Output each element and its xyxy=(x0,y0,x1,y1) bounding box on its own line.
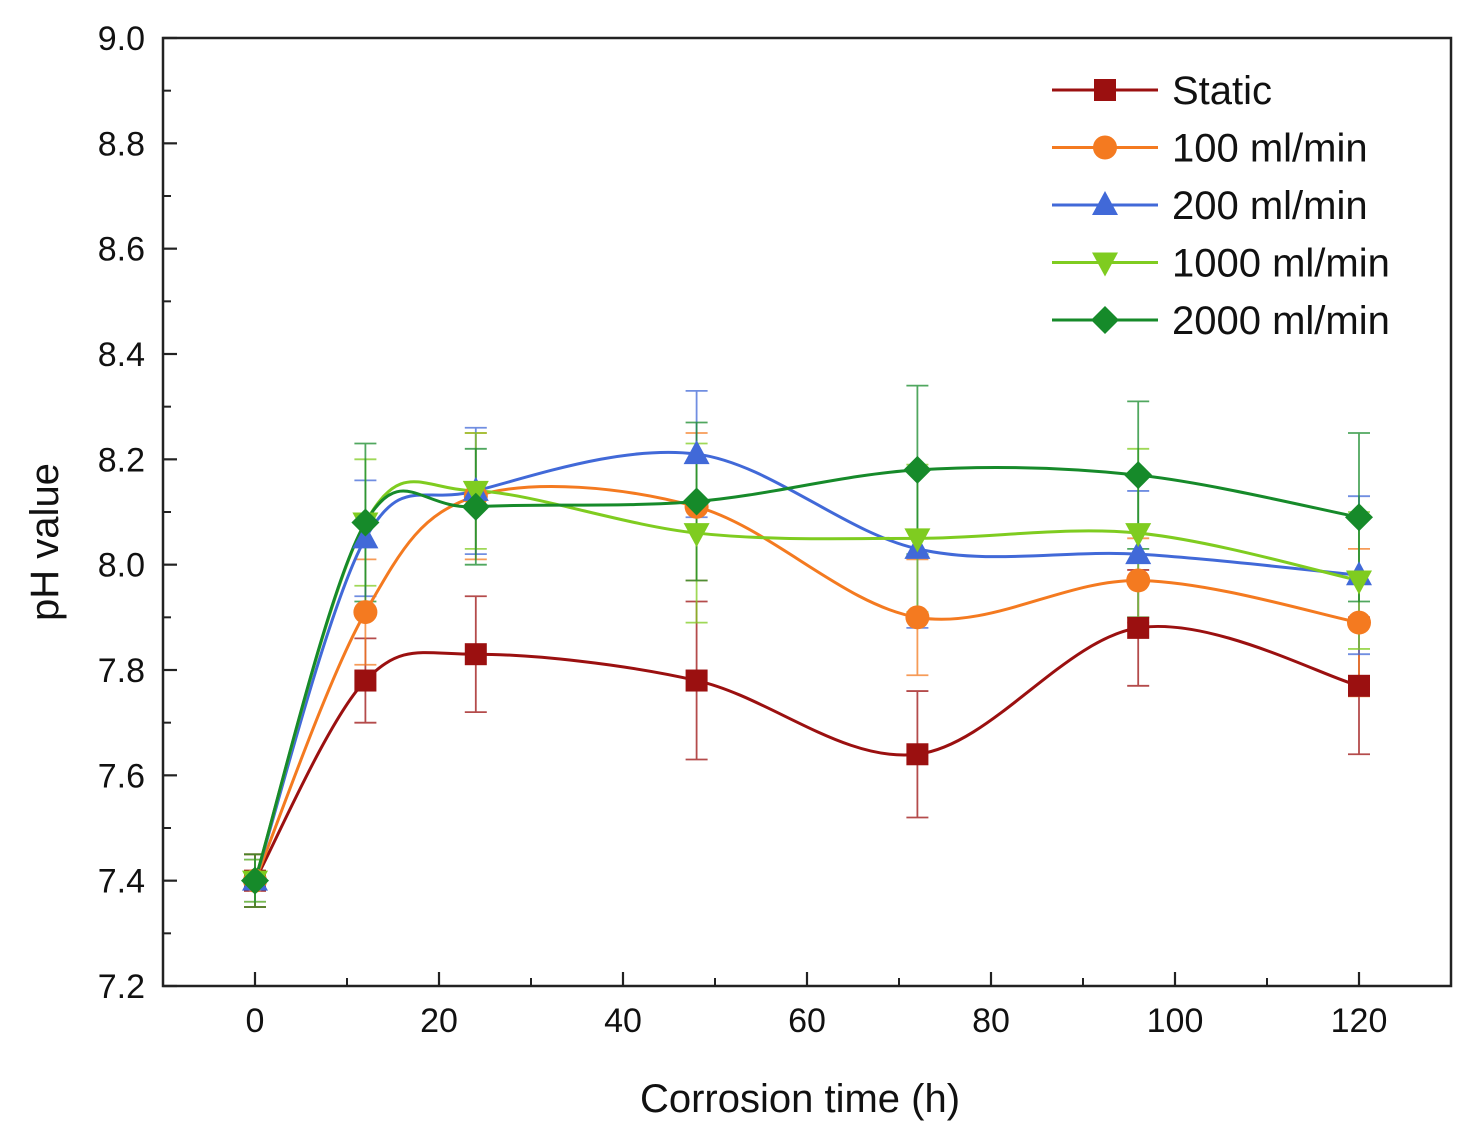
series-markers xyxy=(241,440,1373,895)
y-tick-label: 8.8 xyxy=(98,125,145,163)
y-tick-label: 7.6 xyxy=(98,757,145,795)
data-point-1000-ml-min xyxy=(1346,570,1372,595)
series-line-1000-ml-min xyxy=(253,480,1360,882)
data-point-200-ml-min xyxy=(683,440,710,465)
legend-item-1000-ml-min: 1000 ml/min xyxy=(1052,242,1390,286)
y-tick-label: 9.0 xyxy=(98,20,145,58)
data-point-100-ml-min xyxy=(905,605,930,630)
data-point-2000-ml-min xyxy=(903,455,932,484)
x-tick-label: 20 xyxy=(420,1002,458,1040)
x-tick-label: 120 xyxy=(1331,1002,1388,1040)
data-point-2000-ml-min xyxy=(241,866,269,895)
legend-item-200-ml-min: 200 ml/min xyxy=(1052,184,1368,228)
legend-label: Static xyxy=(1172,69,1272,113)
data-point-static xyxy=(906,743,929,766)
data-point-2000-ml-min xyxy=(1124,461,1153,490)
data-point-1000-ml-min xyxy=(683,523,710,548)
error-bars xyxy=(244,384,1370,908)
data-point-2000-ml-min xyxy=(351,508,380,537)
y-tick-label: 8.6 xyxy=(98,231,145,269)
legend-marker xyxy=(1092,252,1118,277)
data-point-static xyxy=(354,669,377,692)
y-tick-label: 7.2 xyxy=(98,968,145,1006)
data-point-100-ml-min xyxy=(353,600,378,625)
data-point-100-ml-min xyxy=(1126,568,1151,593)
data-point-200-ml-min xyxy=(1125,540,1152,565)
legend-item-100-ml-min: 100 ml/min xyxy=(1052,127,1368,171)
legend-label: 100 ml/min xyxy=(1172,127,1368,171)
series-line-100-ml-min xyxy=(253,484,1360,882)
data-point-static xyxy=(685,669,708,692)
y-tick-label: 7.8 xyxy=(98,652,145,690)
y-tick-label: 8.0 xyxy=(98,547,145,585)
legend-label: 200 ml/min xyxy=(1172,184,1368,228)
series-line-static xyxy=(253,625,1360,882)
data-point-static xyxy=(1127,616,1150,639)
legend-label: 2000 ml/min xyxy=(1172,299,1390,343)
plot-frame xyxy=(161,36,1453,988)
y-axis-title: pH value xyxy=(23,463,67,621)
x-tick-label: 0 xyxy=(246,1002,265,1040)
data-point-2000-ml-min xyxy=(682,487,711,516)
x-tick-label: 80 xyxy=(972,1002,1010,1040)
legend-marker xyxy=(1093,135,1117,160)
series-line-200-ml-min xyxy=(253,450,1360,882)
legend-marker xyxy=(1094,79,1116,101)
series-lines xyxy=(253,450,1360,882)
data-point-100-ml-min xyxy=(1347,610,1371,635)
data-point-1000-ml-min xyxy=(904,528,931,553)
x-tick-label: 40 xyxy=(604,1002,642,1040)
data-point-2000-ml-min xyxy=(1345,503,1373,532)
y-tick-label: 8.2 xyxy=(98,441,145,479)
x-tick-label: 60 xyxy=(788,1002,826,1040)
x-axis-title: Corrosion time (h) xyxy=(640,1077,960,1121)
legend: Static 100 ml/min 200 ml/min 1000 ml/min 200… xyxy=(1052,69,1390,343)
data-point-2000-ml-min xyxy=(461,492,490,521)
data-point-1000-ml-min xyxy=(1125,523,1152,548)
y-tick-label: 8.4 xyxy=(98,336,145,374)
legend-item-static: Static xyxy=(1052,69,1272,113)
data-point-static xyxy=(464,643,487,666)
data-point-static xyxy=(1348,674,1370,697)
legend-marker xyxy=(1091,306,1119,334)
y-tick-label: 7.4 xyxy=(98,863,145,901)
x-tick-label: 100 xyxy=(1147,1002,1204,1040)
legend-item-2000-ml-min: 2000 ml/min xyxy=(1052,299,1390,343)
legend-label: 1000 ml/min xyxy=(1172,242,1390,286)
legend-marker xyxy=(1092,191,1118,215)
axis-ticks: 0 20 40 60 80 100 120 7.2 7.4 7.6 7.8 8.0 8.2 8.4 8.6 8… xyxy=(98,20,1388,1040)
